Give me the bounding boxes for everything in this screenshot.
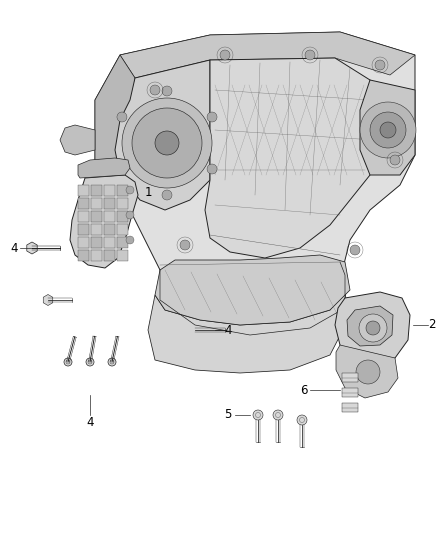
Bar bbox=[78, 198, 89, 209]
Polygon shape bbox=[60, 125, 95, 155]
Circle shape bbox=[207, 164, 217, 174]
Text: 6: 6 bbox=[300, 384, 308, 397]
Circle shape bbox=[375, 60, 385, 70]
Bar bbox=[104, 185, 115, 196]
Bar bbox=[78, 211, 89, 222]
Polygon shape bbox=[27, 242, 37, 254]
Bar bbox=[104, 198, 115, 209]
Bar bbox=[78, 237, 89, 248]
Polygon shape bbox=[95, 55, 135, 180]
Bar bbox=[117, 198, 128, 209]
Polygon shape bbox=[190, 325, 200, 335]
Circle shape bbox=[350, 245, 360, 255]
Circle shape bbox=[273, 410, 283, 420]
Circle shape bbox=[86, 358, 94, 366]
Bar bbox=[342, 373, 358, 382]
Bar bbox=[117, 237, 128, 248]
Polygon shape bbox=[43, 295, 53, 305]
Polygon shape bbox=[95, 32, 415, 310]
Polygon shape bbox=[205, 58, 380, 258]
Bar bbox=[78, 185, 89, 196]
Circle shape bbox=[126, 236, 134, 244]
Circle shape bbox=[370, 112, 406, 148]
Bar bbox=[78, 224, 89, 235]
Circle shape bbox=[356, 360, 380, 384]
Polygon shape bbox=[115, 60, 210, 210]
Circle shape bbox=[132, 108, 202, 178]
Bar bbox=[91, 198, 102, 209]
Circle shape bbox=[155, 131, 179, 155]
Bar bbox=[342, 388, 358, 397]
Bar bbox=[342, 403, 358, 412]
Circle shape bbox=[360, 102, 416, 158]
Circle shape bbox=[305, 50, 315, 60]
Circle shape bbox=[297, 415, 307, 425]
Circle shape bbox=[207, 112, 217, 122]
Circle shape bbox=[117, 112, 127, 122]
Circle shape bbox=[359, 314, 387, 342]
Polygon shape bbox=[347, 306, 393, 346]
Circle shape bbox=[126, 211, 134, 219]
Polygon shape bbox=[148, 290, 348, 373]
Circle shape bbox=[126, 186, 134, 194]
Text: 4: 4 bbox=[86, 416, 94, 429]
Circle shape bbox=[64, 358, 72, 366]
Bar bbox=[117, 224, 128, 235]
Bar bbox=[91, 224, 102, 235]
Polygon shape bbox=[155, 255, 350, 325]
Polygon shape bbox=[360, 80, 415, 175]
Bar bbox=[91, 237, 102, 248]
Circle shape bbox=[117, 164, 127, 174]
Bar bbox=[117, 185, 128, 196]
Circle shape bbox=[253, 410, 263, 420]
Text: 4: 4 bbox=[224, 324, 232, 336]
Bar bbox=[91, 250, 102, 261]
Bar bbox=[104, 211, 115, 222]
Circle shape bbox=[122, 98, 212, 188]
Bar bbox=[117, 250, 128, 261]
Bar bbox=[78, 250, 89, 261]
Polygon shape bbox=[70, 175, 138, 268]
Text: 5: 5 bbox=[224, 408, 232, 422]
Bar bbox=[91, 211, 102, 222]
Text: 4: 4 bbox=[10, 241, 18, 254]
Bar bbox=[104, 250, 115, 261]
Bar bbox=[104, 224, 115, 235]
Circle shape bbox=[162, 86, 172, 96]
Bar bbox=[117, 211, 128, 222]
Polygon shape bbox=[335, 292, 410, 368]
Circle shape bbox=[220, 50, 230, 60]
Circle shape bbox=[162, 190, 172, 200]
Circle shape bbox=[390, 155, 400, 165]
Circle shape bbox=[108, 358, 116, 366]
Circle shape bbox=[380, 122, 396, 138]
Circle shape bbox=[180, 240, 190, 250]
Bar bbox=[104, 237, 115, 248]
Text: 1: 1 bbox=[144, 187, 152, 199]
Polygon shape bbox=[78, 158, 130, 178]
Polygon shape bbox=[120, 32, 415, 78]
Circle shape bbox=[366, 321, 380, 335]
Bar bbox=[91, 185, 102, 196]
Circle shape bbox=[150, 85, 160, 95]
Text: 2: 2 bbox=[428, 319, 436, 332]
Polygon shape bbox=[336, 345, 398, 398]
